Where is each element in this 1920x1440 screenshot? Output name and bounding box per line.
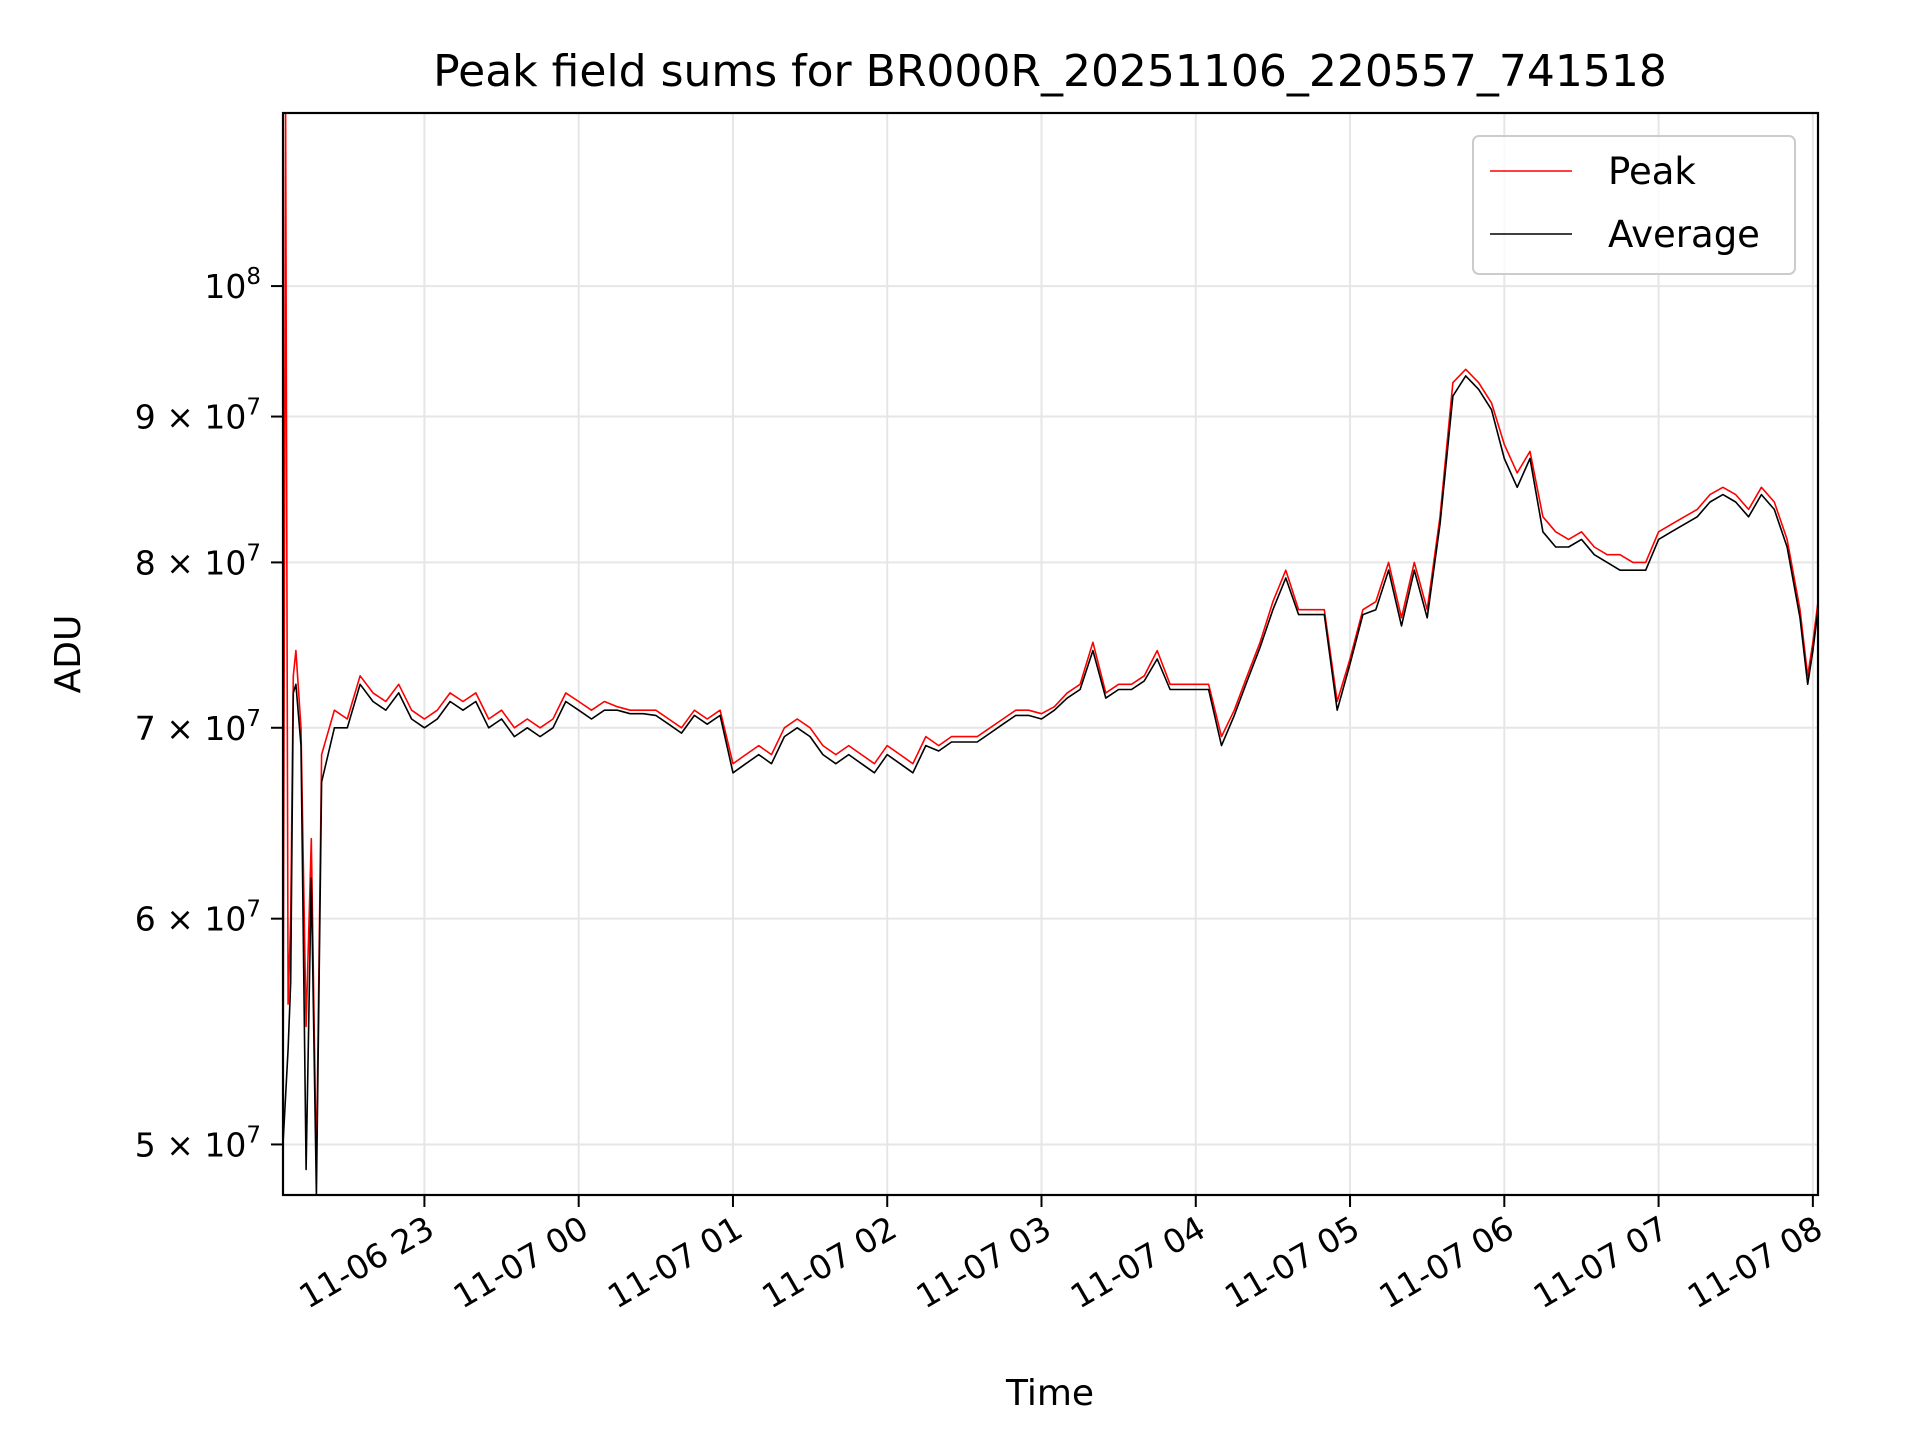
y-tick-label: 7 × 107 xyxy=(135,706,261,748)
y-tick-mantissa: 6 xyxy=(135,900,156,939)
y-tick-exponent: 7 xyxy=(246,1122,261,1148)
legend-average-label: Average xyxy=(1608,213,1760,256)
y-tick-mantissa: 5 xyxy=(135,1125,156,1164)
y-tick-label: 9 × 107 xyxy=(135,395,261,437)
y-tick-times-sign: × xyxy=(156,1125,205,1164)
chart-title: Peak field sums for BR000R_20251106_2205… xyxy=(433,46,1667,97)
y-tick-mantissa: 7 xyxy=(135,709,156,748)
y-tick-exponent: 7 xyxy=(246,540,261,566)
y-tick-base: 10 xyxy=(204,398,246,437)
y-tick-label: 8 × 107 xyxy=(135,540,261,582)
y-tick-exponent: 7 xyxy=(246,706,261,732)
series-average-line xyxy=(283,375,1818,1195)
y-tick-times-sign: × xyxy=(156,398,205,437)
y-tick-label: 5 × 107 xyxy=(135,1122,261,1164)
plot-area-frame xyxy=(281,111,1820,1197)
y-tick-mantissa: 9 xyxy=(135,398,156,437)
y-tick-exponent: 8 xyxy=(246,264,261,290)
y-tick-mantissa: 8 xyxy=(135,543,156,582)
series-layer xyxy=(283,113,1818,1195)
y-tick-base: 10 xyxy=(204,543,246,582)
y-tick-label: 6 × 107 xyxy=(135,897,261,939)
y-tick-times-sign: × xyxy=(156,709,205,748)
legend: Peak Average xyxy=(1472,135,1796,275)
y-tick-label: 108 xyxy=(204,264,261,306)
y-tick-base: 10 xyxy=(204,709,246,748)
y-tick-exponent: 7 xyxy=(246,395,261,421)
y-tick-times-sign: × xyxy=(156,900,205,939)
y-tick-times-sign: × xyxy=(156,543,205,582)
y-axis-label: ADU xyxy=(48,615,89,694)
x-axis-label: Time xyxy=(1005,1373,1094,1414)
legend-peak-label: Peak xyxy=(1608,150,1696,193)
y-tick-exponent: 7 xyxy=(246,897,261,923)
y-tick-base: 10 xyxy=(204,900,246,939)
y-tick-base: 10 xyxy=(204,267,246,306)
series-peak-line xyxy=(283,113,1818,1171)
y-tick-base: 10 xyxy=(204,1125,246,1164)
